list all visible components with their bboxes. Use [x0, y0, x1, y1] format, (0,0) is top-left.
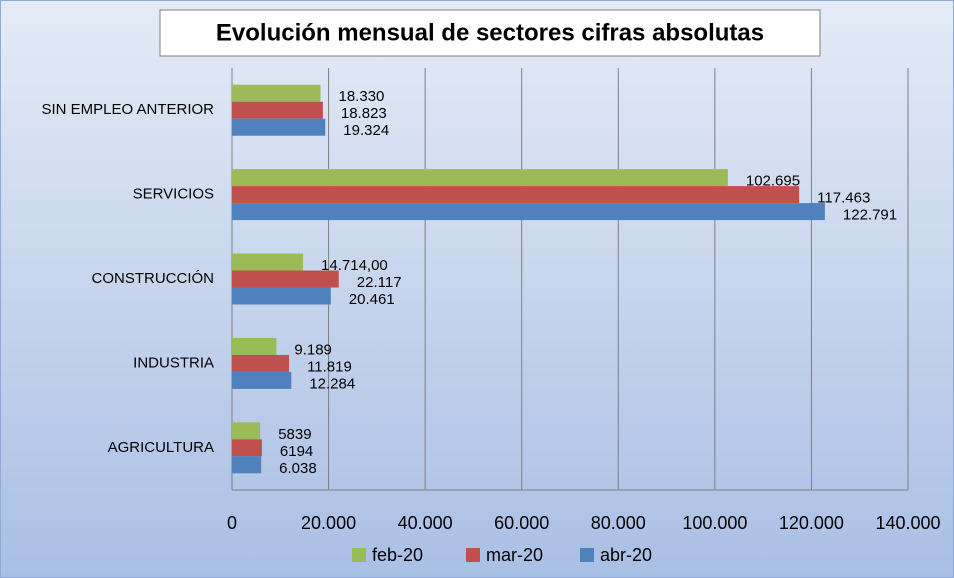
bar: [232, 337, 277, 355]
value-label: 12.284: [309, 375, 355, 392]
legend-label: feb-20: [372, 545, 423, 565]
bar: [232, 101, 323, 119]
value-label: 22.117: [357, 274, 402, 291]
y-tick-label: AGRICULTURA: [108, 439, 214, 456]
legend-swatch: [466, 548, 480, 562]
bar: [232, 270, 339, 288]
value-label: 14.714,00: [321, 257, 388, 274]
chart-title: Evolución mensual de sectores cifras abs…: [216, 19, 764, 46]
legend-label: mar-20: [486, 545, 543, 565]
value-label: 20.461: [349, 291, 395, 308]
value-label: 18.330: [339, 88, 385, 105]
bar: [232, 354, 290, 372]
bar: [232, 371, 292, 389]
x-tick-label: 140.000: [875, 513, 940, 533]
x-tick-label: 20.000: [301, 513, 356, 533]
x-tick-label: 40.000: [398, 513, 453, 533]
bar: [232, 118, 326, 136]
value-label: 18.823: [341, 105, 387, 122]
legend-swatch: [352, 548, 366, 562]
value-label: 117.463: [817, 190, 870, 207]
legend-label: abr-20: [600, 545, 652, 565]
value-label: 6194: [280, 443, 313, 460]
y-tick-label: INDUSTRIA: [133, 354, 214, 371]
x-tick-label: 80.000: [591, 513, 646, 533]
y-tick-label: SERVICIOS: [133, 186, 214, 203]
bar: [232, 439, 262, 457]
x-tick-label: 0: [227, 513, 237, 533]
value-label: 9.189: [294, 341, 332, 358]
x-tick-label: 120.000: [779, 513, 844, 533]
value-label: 122.791: [843, 207, 897, 224]
legend-swatch: [580, 548, 594, 562]
value-label: 6.038: [279, 460, 317, 477]
bar: [232, 422, 261, 440]
y-tick-label: CONSTRUCCIÓN: [92, 270, 215, 287]
y-tick-label: SIN EMPLEO ANTERIOR: [41, 101, 214, 118]
bar: [232, 203, 825, 221]
value-label: 11.819: [307, 358, 352, 375]
value-label: 5839: [278, 426, 311, 443]
x-tick-label: 100.000: [682, 513, 747, 533]
value-label: 102.695: [746, 173, 800, 190]
x-tick-label: 60.000: [494, 513, 549, 533]
bar: [232, 253, 304, 271]
bar: [232, 169, 728, 187]
bar: [232, 456, 262, 474]
bar: [232, 287, 331, 305]
value-label: 19.324: [343, 122, 389, 139]
bar: [232, 186, 800, 204]
bar: [232, 84, 321, 102]
title-box: [159, 9, 821, 57]
